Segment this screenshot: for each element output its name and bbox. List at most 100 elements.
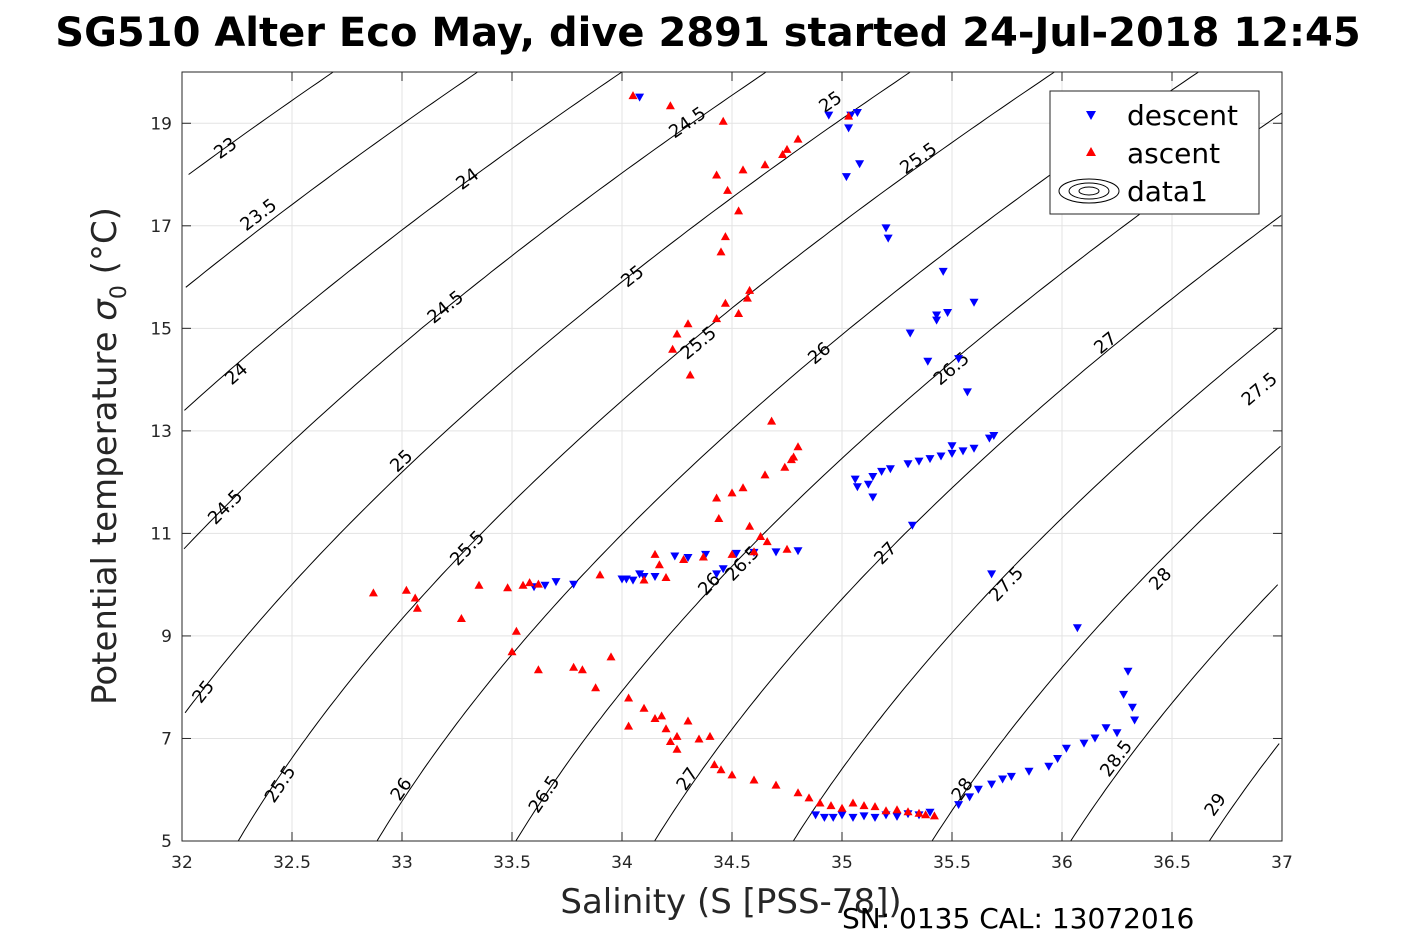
density-contours bbox=[183, 71, 1283, 842]
descent-point bbox=[855, 160, 865, 169]
x-tick-label: 35.5 bbox=[933, 853, 971, 873]
descent-point bbox=[1061, 744, 1071, 753]
descent-point bbox=[938, 267, 948, 276]
density-contour bbox=[376, 71, 1199, 842]
y-tick-label: 9 bbox=[161, 627, 172, 647]
ascent-point bbox=[716, 247, 726, 256]
ascent-point bbox=[756, 532, 766, 540]
descent-point bbox=[885, 465, 895, 474]
ascent-point bbox=[826, 801, 836, 810]
descent-point bbox=[841, 173, 851, 182]
descent-point bbox=[877, 467, 887, 476]
ascent-point bbox=[760, 470, 770, 479]
ascent-point bbox=[720, 232, 730, 241]
ascent-point bbox=[804, 793, 814, 802]
descent-point bbox=[1112, 729, 1122, 738]
ascent-point bbox=[780, 462, 790, 471]
ascent-point bbox=[639, 703, 649, 712]
legend: descent ascent data1 bbox=[1049, 90, 1260, 215]
ascent-point bbox=[712, 493, 722, 502]
descent-point bbox=[914, 457, 924, 466]
density-contour bbox=[792, 327, 1278, 842]
legend-data1-label: data1 bbox=[1127, 175, 1208, 208]
ascent-point bbox=[767, 416, 777, 425]
ascent-point bbox=[577, 665, 587, 674]
ascent-point bbox=[712, 170, 722, 179]
ascent-point bbox=[705, 731, 715, 740]
ascent-point bbox=[712, 314, 722, 323]
descent-point bbox=[859, 812, 869, 821]
descent-point bbox=[828, 813, 838, 822]
descent-point bbox=[987, 570, 997, 579]
density-contour bbox=[931, 445, 1281, 842]
y-tick-label: 7 bbox=[161, 729, 172, 749]
ascent-point bbox=[771, 780, 781, 789]
ascent-point bbox=[892, 805, 902, 814]
ascent-point bbox=[698, 552, 708, 561]
descent-point bbox=[973, 785, 983, 794]
descent-point bbox=[925, 455, 935, 464]
descent-point bbox=[905, 329, 915, 338]
ascent-point bbox=[591, 683, 601, 692]
ascent-point bbox=[661, 573, 671, 581]
ascent-point bbox=[503, 583, 513, 592]
ascent-point bbox=[881, 806, 891, 815]
descent-point bbox=[868, 493, 878, 502]
x-tick-label: 33 bbox=[391, 853, 413, 873]
ascent-point bbox=[749, 547, 759, 556]
ascent-point bbox=[789, 452, 799, 461]
descent-point bbox=[1123, 667, 1133, 676]
ascent-point bbox=[650, 714, 660, 722]
descent-point bbox=[987, 780, 997, 789]
ascent-point bbox=[650, 549, 660, 558]
ascent-point bbox=[533, 665, 543, 674]
descent-point bbox=[731, 549, 741, 558]
ascent-point bbox=[782, 544, 792, 553]
descent-point bbox=[1044, 762, 1054, 771]
y-tick-label: 17 bbox=[150, 217, 172, 237]
legend-ascent-label: ascent bbox=[1127, 137, 1220, 170]
descent-point bbox=[628, 576, 638, 585]
descent-point bbox=[551, 578, 561, 587]
descent-point bbox=[712, 570, 722, 579]
legend-ascent-marker bbox=[1086, 147, 1096, 156]
descent-point bbox=[881, 224, 891, 233]
ascent-point bbox=[661, 724, 671, 733]
ascent-point bbox=[921, 810, 931, 819]
descent-point bbox=[635, 93, 645, 102]
descent-point bbox=[962, 388, 972, 397]
descent-point bbox=[850, 475, 860, 484]
descent-point bbox=[868, 473, 878, 481]
descent-point bbox=[670, 552, 680, 561]
ascent-point bbox=[628, 91, 638, 100]
ascent-point bbox=[525, 578, 535, 587]
descent-point bbox=[819, 813, 829, 822]
descent-point bbox=[863, 480, 873, 489]
ascent-point bbox=[749, 775, 759, 784]
y-tick-label: 13 bbox=[150, 422, 172, 442]
descent-point bbox=[1119, 690, 1129, 699]
ascent-point bbox=[668, 344, 678, 353]
ascent-point bbox=[745, 521, 755, 530]
serial-caption: SN: 0135 CAL: 13072016 bbox=[842, 902, 1194, 935]
ascent-point bbox=[782, 144, 792, 153]
ascent-point bbox=[474, 580, 484, 589]
ascent-point bbox=[727, 488, 737, 497]
density-contour bbox=[1208, 743, 1280, 842]
ascent-point bbox=[683, 319, 693, 328]
descent-point bbox=[903, 460, 913, 469]
ascent-point bbox=[511, 626, 521, 635]
ascent-point bbox=[837, 803, 847, 812]
descent-point bbox=[793, 547, 803, 556]
descent-point bbox=[932, 316, 942, 325]
ascent-point bbox=[742, 293, 752, 302]
ascent-point bbox=[624, 721, 634, 730]
density-contour bbox=[183, 71, 767, 550]
ascent-point bbox=[903, 807, 913, 816]
density-contour bbox=[184, 71, 623, 411]
descent-point bbox=[936, 452, 946, 461]
descent-point bbox=[1101, 724, 1111, 733]
y-axis-label-main: Potential temperature bbox=[85, 321, 125, 705]
descent-point bbox=[852, 109, 862, 117]
